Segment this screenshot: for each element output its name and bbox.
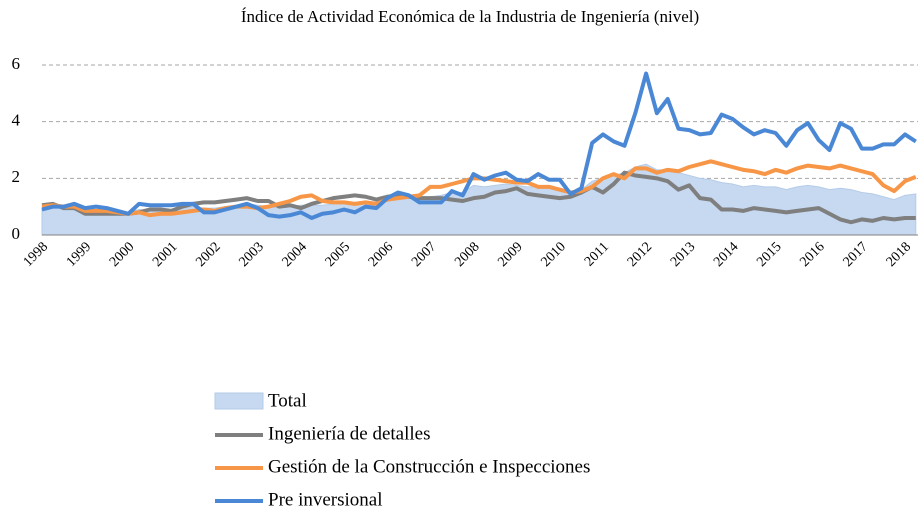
x-tick-label: 2016 [797,239,827,269]
y-tick-label: 0 [12,224,21,243]
x-tick-label: 2014 [711,239,741,269]
x-tick-label: 2012 [625,239,655,269]
x-tick-label: 2015 [754,239,784,269]
y-tick-label: 2 [12,167,21,186]
y-tick-label: 4 [12,111,21,130]
x-tick-label: 2004 [280,239,310,269]
x-tick-label: 2001 [150,239,180,269]
legend-label: Ingeniería de detalles [268,423,430,444]
x-tick-label: 2000 [107,239,137,269]
x-tick-label: 2010 [538,239,568,269]
x-tick-label: 2009 [495,239,525,269]
area [41,163,917,236]
x-tick-label: 2005 [323,239,353,269]
legend-label: Total [268,390,307,411]
legend-label: Gestión de la Construcción e Inspeccione… [268,456,590,477]
legend-label: Pre inversional [268,489,383,510]
x-tick-label: 2011 [582,239,612,269]
line [41,71,917,220]
chart-title: Índice de Actividad Económica de la Indu… [241,7,699,26]
x-tick-label: 1998 [21,239,51,269]
legend-swatch [214,392,264,410]
x-tick-label: 2013 [668,239,698,269]
x-tick-label: 2002 [193,239,223,269]
x-tick-label: 2007 [409,239,439,269]
x-tick-label: 2008 [452,239,482,269]
y-tick-label: 6 [12,54,21,73]
x-tick-label: 2018 [884,239,914,269]
x-tick-label: 2017 [841,239,871,269]
x-tick-label: 2003 [236,239,266,269]
x-tick-label: 1999 [64,239,94,269]
x-tick-label: 2006 [366,239,396,269]
